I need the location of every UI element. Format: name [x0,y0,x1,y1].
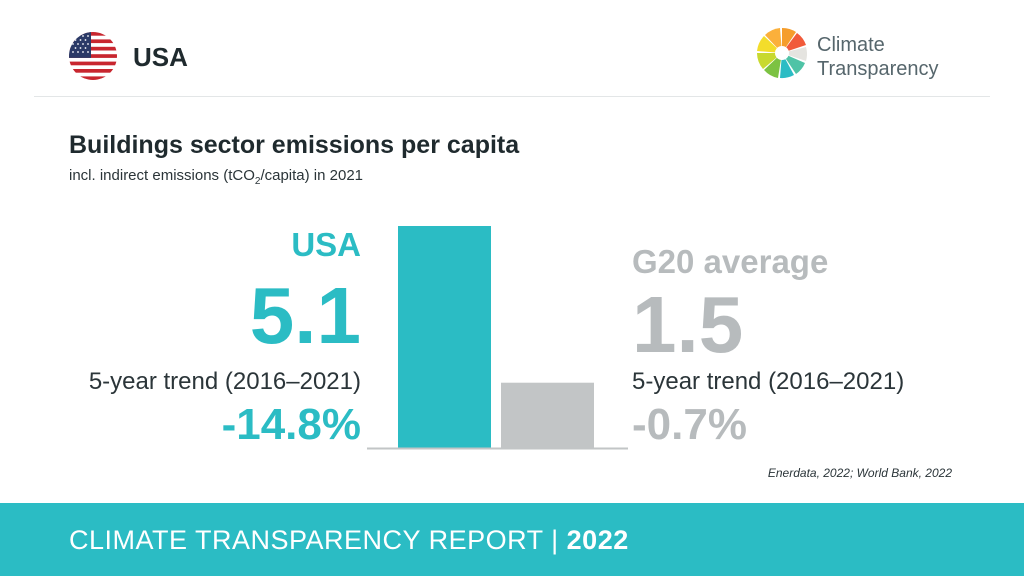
source-note: Enerdata, 2022; World Bank, 2022 [767,466,952,480]
usa-trend-value: -14.8% [221,400,361,449]
header: USA Climate Transparency [0,0,1024,97]
subtitle-subscript: 2 [254,176,261,187]
usa-flag-icon [69,32,117,80]
g20-label: G20 average [632,243,829,280]
logo-text: Climate Transparency [817,33,939,81]
climate-transparency-logo-icon [755,26,807,80]
chart-title: Buildings sector emissions per capita [69,131,520,159]
usa-value: 5.1 [249,271,361,360]
footer-report: CLIMATE TRANSPARENCY REPORT [69,525,544,555]
subtitle-main: incl. indirect emissions (tCO [69,167,255,184]
g20-value: 1.5 [632,280,744,369]
g20-trend-value: -0.7% [632,400,747,449]
bar-chart-svg [367,226,628,450]
usa-label: USA [291,226,361,263]
footer-separator: | [551,525,559,555]
footer: CLIMATE TRANSPARENCY REPORT | 2022 [0,503,1024,576]
bar-chart [365,210,630,455]
footer-year: 2022 [566,525,629,555]
logo-text-line1: Climate [817,34,885,56]
header-divider [34,96,990,97]
usa-trend-label: 5-year trend (2016–2021) [88,368,361,395]
logo-text-line2: Transparency [817,58,939,80]
bar-usa [398,226,491,448]
bar-g20-average [501,382,594,448]
chart-subtitle: incl. indirect emissions (tCO2/capita) i… [69,167,363,187]
g20-trend-label: 5-year trend (2016–2021) [632,368,905,395]
country-name: USA [133,42,188,72]
footer-text: CLIMATE TRANSPARENCY REPORT | 2022 [69,525,629,556]
subtitle-end: /capita) in 2021 [260,167,364,184]
